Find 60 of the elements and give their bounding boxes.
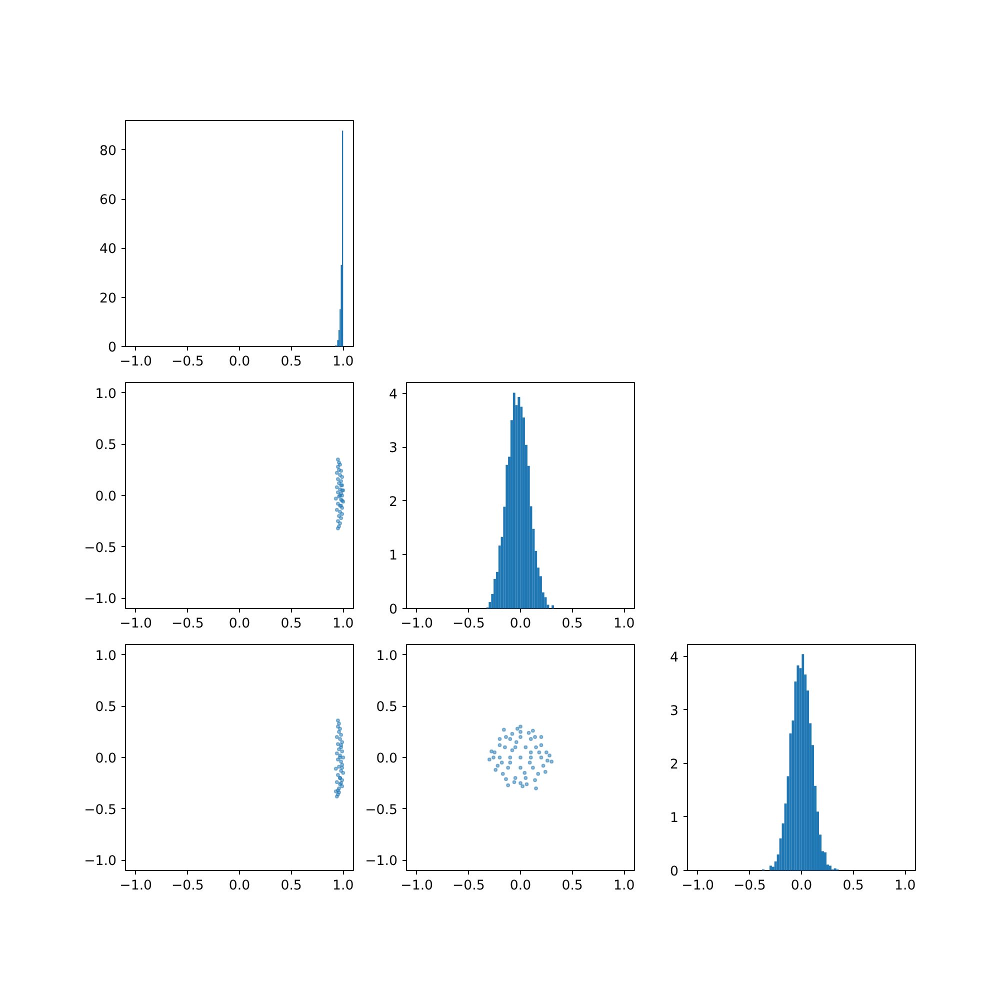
x-tick-label: −1.0: [400, 616, 434, 632]
y-tick-label: 3: [670, 704, 679, 719]
x-tick-label: −0.5: [172, 354, 204, 370]
x-tick-label: −0.5: [452, 878, 485, 894]
x-tick-label: 0.5: [562, 878, 583, 894]
y-tick-label: 60: [100, 193, 117, 208]
x-tick-label: 0.0: [510, 616, 532, 632]
x-tick-label: −1.0: [120, 354, 152, 370]
y-tick-label: 0.5: [95, 438, 117, 454]
y-tick-label: 0: [108, 340, 117, 356]
x-tick-label: 0.0: [228, 354, 250, 370]
x-tick-label: 0.5: [562, 616, 583, 632]
x-tick-label: −1.0: [120, 616, 152, 632]
y-tick-label: 20: [100, 291, 117, 306]
y-tick-label: 3: [389, 441, 398, 456]
x-tick-label: 0.0: [510, 878, 532, 894]
x-tick-label: −1.0: [682, 878, 714, 894]
x-tick-label: 0.5: [280, 878, 302, 894]
x-tick-label: −1.0: [120, 878, 152, 894]
y-tick-label: 0.5: [95, 700, 117, 716]
y-tick-label: 0.0: [95, 490, 117, 504]
x-tick-label: −0.5: [452, 616, 485, 632]
y-tick-label: 4: [670, 650, 679, 666]
y-tick-label: 1.0: [376, 648, 398, 664]
y-tick-label: 0.0: [95, 752, 117, 766]
y-tick-label: 1: [670, 810, 679, 826]
y-tick-label: 1.0: [95, 648, 117, 664]
x-tick-label: 0.0: [228, 878, 250, 894]
y-tick-label: −0.5: [365, 802, 398, 818]
x-tick-label: −1.0: [400, 878, 434, 894]
y-tick-label: 0: [670, 864, 679, 880]
x-tick-label: 0.0: [790, 878, 812, 894]
x-tick-label: 0.5: [280, 616, 302, 632]
x-tick-label: −0.5: [172, 616, 204, 632]
x-tick-label: 0.5: [842, 878, 864, 894]
y-tick-label: 1: [389, 548, 398, 564]
x-tick-label: 1.0: [614, 878, 635, 894]
y-tick-label: 80: [100, 144, 117, 159]
y-tick-label: 4: [389, 387, 398, 402]
y-tick-label: −0.5: [84, 540, 117, 556]
y-tick-label: 2: [389, 494, 398, 510]
x-tick-label: 0.5: [280, 354, 302, 370]
x-tick-label: −0.5: [172, 878, 204, 894]
y-tick-label: −0.5: [84, 802, 117, 818]
y-tick-label: −1.0: [84, 854, 117, 870]
y-tick-label: 1.0: [95, 386, 117, 402]
y-tick-label: −1.0: [365, 854, 398, 870]
x-tick-label: −0.5: [734, 878, 766, 894]
y-tick-label: −1.0: [84, 592, 117, 608]
x-tick-label: 1.0: [332, 354, 354, 370]
y-tick-label: 2: [670, 757, 679, 772]
x-tick-label: 1.0: [332, 616, 354, 632]
x-tick-label: 1.0: [614, 616, 635, 632]
x-tick-label: 0.0: [228, 616, 250, 632]
y-tick-label: 0.5: [376, 700, 398, 716]
y-tick-label: 40: [100, 242, 117, 258]
x-tick-label: 1.0: [894, 878, 916, 894]
y-tick-label: 0: [389, 602, 398, 618]
y-tick-label: 0.0: [376, 752, 398, 766]
x-tick-label: 1.0: [332, 878, 354, 894]
